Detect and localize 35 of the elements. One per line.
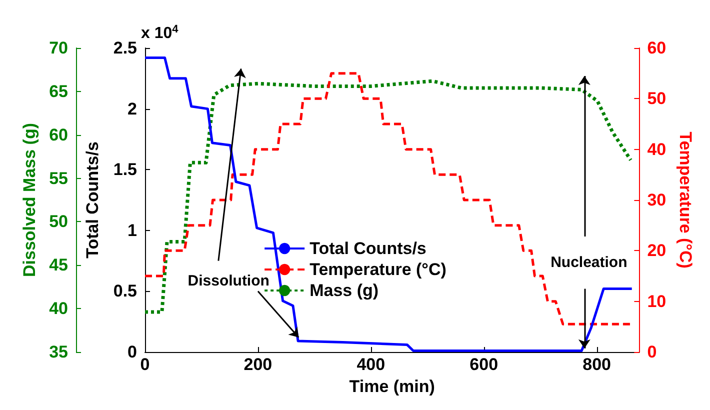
y-axis-title: Total Counts/s: [83, 142, 102, 258]
x-tick-label: 600: [470, 355, 498, 374]
y3-tick-label: 55: [49, 168, 68, 188]
legend-label: Mass (g): [310, 281, 379, 300]
y2-tick-label: 40: [647, 140, 666, 159]
x-tick-label: 800: [582, 355, 612, 374]
y2-tick-label: 10: [647, 292, 666, 311]
y-tick-label: 1: [128, 220, 137, 240]
y2-tick-label: 50: [647, 89, 666, 108]
y-tick-label: 0: [128, 342, 137, 362]
annotation: Dissolution: [188, 272, 270, 290]
y3-tick-label: 60: [49, 125, 68, 144]
y2-tick-label: 30: [647, 190, 666, 210]
legend-label: Temperature (°C): [310, 260, 446, 279]
x-tick-label: 400: [356, 355, 386, 374]
y3-tick-label: 65: [49, 82, 68, 101]
y3-tick-label: 40: [49, 299, 68, 318]
annotation: Nucleation: [550, 254, 628, 272]
y3-tick-label: 35: [49, 342, 68, 362]
y2-tick-label: 0: [647, 342, 657, 362]
x-axis-title: Time (min): [349, 377, 435, 396]
y2-tick-label: 60: [647, 38, 666, 58]
y3-tick-label: 45: [49, 256, 68, 275]
x-tick-label: 200: [244, 355, 272, 374]
y-tick-label: 2: [128, 99, 137, 118]
y-tick-label: 0.5: [113, 282, 137, 301]
x-tick-label: 0: [140, 355, 150, 374]
y3-axis-title: Dissolved Mass (g): [20, 123, 40, 277]
y-tick-label: 1.5: [113, 160, 137, 180]
y2-axis-title: Temperature (°C): [676, 132, 695, 268]
y2-tick-label: 20: [647, 241, 666, 260]
y3-tick-label: 70: [49, 38, 68, 58]
y-tick-label: 2.5: [113, 38, 137, 58]
y3-tick-label: 50: [49, 212, 68, 232]
legend-label: Total Counts/s: [310, 239, 426, 258]
